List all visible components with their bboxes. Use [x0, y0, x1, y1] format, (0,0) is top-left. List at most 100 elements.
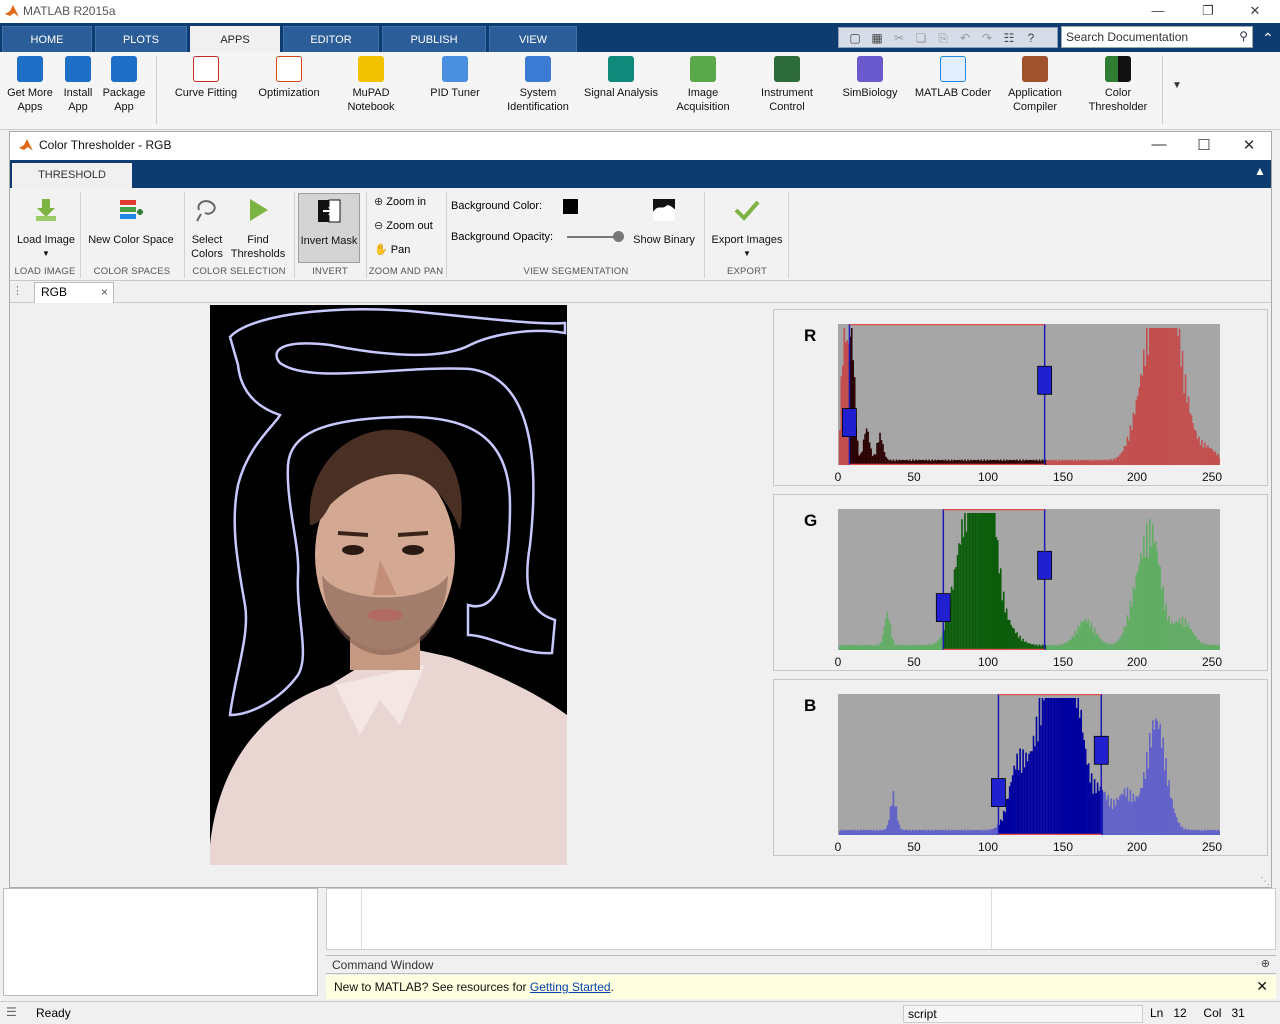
curve-fitting-button[interactable]: Curve Fitting	[170, 56, 242, 100]
background-opacity-slider[interactable]	[567, 236, 621, 238]
install-app-button[interactable]: Install App	[58, 56, 98, 114]
export-images-button[interactable]: Export Images ▼	[710, 196, 784, 261]
instrument-control-button[interactable]: Instrument Control	[752, 56, 822, 114]
help-icon[interactable]: ?	[1027, 31, 1035, 45]
search-documentation-input[interactable]: Search Documentation ⚲	[1061, 26, 1253, 48]
undo-icon[interactable]: ↶	[959, 31, 971, 45]
histogram-bin	[982, 460, 984, 465]
minimize-icon[interactable]: —	[1151, 3, 1165, 18]
collapse-toolstrip-icon[interactable]: ⌃	[1262, 30, 1274, 46]
new-color-space-button[interactable]: New Color Space	[86, 196, 176, 247]
optimization-button[interactable]: Optimization	[254, 56, 324, 100]
histogram-bin	[1148, 328, 1151, 465]
background-color-swatch[interactable]	[563, 199, 578, 214]
histogram-bin	[1038, 698, 1041, 835]
zoom-in-button[interactable]: ⊕ Zoom in	[374, 196, 427, 208]
tab-threshold[interactable]: THRESHOLD	[12, 163, 132, 188]
histogram-bin	[1192, 423, 1194, 465]
tab-apps[interactable]: APPS	[190, 26, 280, 52]
get-more-apps-button[interactable]: Get More Apps	[4, 56, 56, 114]
save-icon[interactable]: ▦	[871, 31, 883, 45]
histogram-bin	[1184, 618, 1187, 650]
pan-button[interactable]: ✋ Pan	[374, 244, 411, 256]
histogram-bin	[1128, 619, 1130, 650]
histogram-bin	[879, 432, 881, 465]
paste-icon[interactable]: ⎘	[938, 31, 948, 45]
histogram-bin	[904, 460, 907, 465]
command-window-menu-icon[interactable]: ⊕	[1260, 958, 1270, 970]
histogram-bin	[1210, 448, 1212, 465]
histogram-plot-r[interactable]	[838, 324, 1220, 465]
histogram-plot-g[interactable]	[838, 509, 1220, 650]
histogram-bin	[892, 639, 895, 650]
histogram-bin	[862, 829, 865, 835]
more-apps-dropdown-icon[interactable]: ▼	[1172, 80, 1182, 91]
select-colors-button[interactable]: Select Colors	[188, 196, 226, 261]
find-thresholds-button[interactable]: Find Thresholds	[228, 196, 288, 261]
histogram-bin	[956, 459, 959, 465]
new-icon[interactable]: ▢	[849, 31, 861, 45]
simbiology-button[interactable]: SimBiology	[838, 56, 902, 100]
system-identification-button[interactable]: System Identification	[500, 56, 576, 114]
opacity-slider-handle[interactable]	[613, 231, 624, 242]
resize-grip-icon[interactable]: ⋱	[1260, 876, 1270, 887]
signal-analysis-button[interactable]: Signal Analysis	[580, 56, 662, 100]
histogram-bin	[1217, 644, 1220, 650]
cut-icon[interactable]: ✂	[893, 31, 905, 45]
tick-label: 50	[907, 655, 921, 669]
ct-maximize-icon[interactable]: ☐	[1197, 137, 1211, 154]
load-image-icon	[36, 199, 56, 221]
histogram-bin	[935, 642, 938, 650]
histogram-bin	[1154, 328, 1157, 465]
copy-icon[interactable]: ❏	[915, 31, 927, 45]
histogram-bin	[880, 440, 883, 465]
tab-plots[interactable]: PLOTS	[95, 26, 187, 52]
histogram-bin	[873, 644, 875, 650]
histogram-bin	[1168, 328, 1170, 465]
close-tab-icon[interactable]: ×	[100, 285, 108, 299]
restore-icon[interactable]: ❐	[1202, 3, 1214, 18]
matlab-coder-button[interactable]: MATLAB Coder	[912, 56, 994, 100]
histogram-plot-b[interactable]	[838, 694, 1220, 835]
image-acquisition-button[interactable]: Image Acquisition	[670, 56, 736, 114]
search-icon[interactable]: ⚲	[1239, 29, 1248, 43]
invert-mask-button[interactable]: Invert Mask	[298, 193, 360, 263]
histogram-bin	[985, 461, 987, 465]
close-icon[interactable]: ✕	[1249, 3, 1261, 18]
switch-windows-icon[interactable]: ☷	[1003, 31, 1015, 45]
collapse-ribbon-icon[interactable]: ▲	[1254, 164, 1266, 178]
redo-icon[interactable]: ↷	[981, 31, 993, 45]
ct-close-icon[interactable]: ✕	[1242, 137, 1256, 154]
package-app-button[interactable]: Package App	[100, 56, 148, 114]
mupad-notebook-button[interactable]: MuPAD Notebook	[340, 56, 402, 114]
getting-started-link[interactable]: Getting Started	[529, 980, 611, 994]
load-image-button[interactable]: Load Image ▼	[14, 196, 78, 261]
histogram-bin	[935, 460, 938, 465]
histogram-bin	[879, 643, 881, 650]
histogram-bin	[909, 644, 911, 650]
histogram-bin	[1119, 795, 1121, 835]
pid-tuner-button[interactable]: PID Tuner	[425, 56, 485, 100]
histogram-bin	[983, 513, 986, 650]
tab-home[interactable]: HOME	[2, 26, 92, 52]
histogram-bin	[1044, 644, 1047, 650]
histogram-bin	[946, 622, 948, 650]
status-grip-icon: ☰	[6, 1005, 17, 1019]
tab-editor[interactable]: EDITOR	[283, 26, 379, 52]
tick-label: 150	[1052, 655, 1074, 669]
application-compiler-button[interactable]: Application Compiler	[1002, 56, 1068, 114]
histogram-bin	[956, 555, 959, 650]
zoom-out-button[interactable]: ⊖ Zoom out	[374, 220, 433, 232]
show-binary-button[interactable]: Show Binary	[630, 196, 698, 247]
tab-publish[interactable]: PUBLISH	[382, 26, 486, 52]
tab-rgb[interactable]: RGB ×	[34, 282, 114, 303]
histogram-bin	[859, 453, 862, 465]
histogram-bin	[949, 609, 951, 650]
tab-view[interactable]: VIEW	[489, 26, 577, 52]
histogram-bin	[999, 459, 1002, 465]
segmented-image[interactable]	[210, 305, 567, 865]
close-banner-icon[interactable]: ✕	[1256, 978, 1268, 994]
ct-minimize-icon[interactable]: —	[1151, 136, 1167, 153]
color-thresholder-button[interactable]: Color Thresholder	[1084, 56, 1152, 114]
histogram-bin	[1056, 698, 1059, 835]
